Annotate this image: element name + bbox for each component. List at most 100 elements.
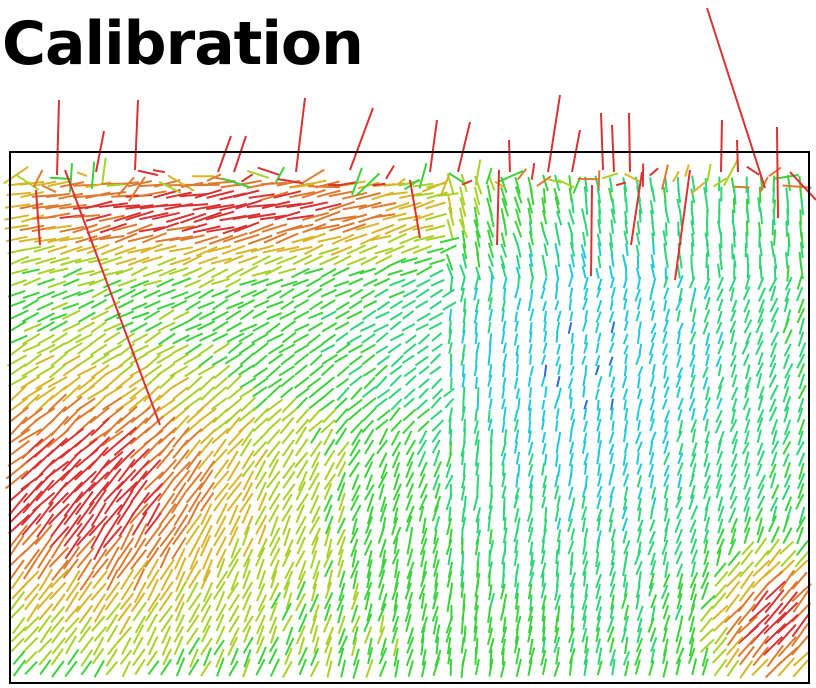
vector-mark (420, 625, 426, 644)
vector-mark (233, 221, 260, 233)
vector-mark (622, 333, 629, 345)
vector-mark (200, 386, 216, 401)
vector-mark (199, 375, 216, 391)
vector-mark (676, 506, 684, 520)
vector-mark (323, 428, 334, 446)
vector-mark (675, 636, 683, 654)
vector-mark (744, 506, 750, 523)
vector-mark (691, 343, 696, 356)
vector-mark (528, 647, 536, 664)
vector-mark (284, 561, 295, 580)
vector-mark (662, 551, 668, 566)
vector-mark (713, 562, 727, 578)
vector-mark (162, 648, 172, 666)
vector-mark (194, 188, 222, 199)
vector-mark (254, 460, 267, 481)
vector-mark (553, 396, 560, 409)
vector-mark (389, 407, 401, 422)
vector-mark (650, 322, 657, 334)
edge-vector-mark (240, 173, 254, 183)
vector-mark (90, 298, 107, 309)
vector-mark (757, 308, 765, 324)
vector-mark (10, 268, 29, 275)
vector-mark (362, 309, 377, 321)
vector-mark (390, 398, 403, 411)
vector-mark (62, 395, 83, 413)
vector-mark (515, 451, 521, 465)
vector-mark (238, 332, 254, 343)
vector-mark (527, 430, 532, 443)
vector-mark (309, 494, 320, 515)
vector-mark (473, 275, 480, 291)
vector-mark (610, 594, 615, 611)
vector-mark (7, 451, 31, 467)
vector-mark (64, 535, 82, 560)
vector-mark (488, 297, 493, 311)
vector-mark (756, 372, 763, 389)
vector-mark (37, 334, 55, 345)
vector-mark (173, 626, 185, 643)
vector-mark (104, 591, 120, 611)
vector-mark (90, 582, 107, 601)
vector-mark (691, 428, 697, 443)
vector-mark (280, 299, 295, 311)
vector-mark (554, 286, 559, 300)
vector-mark (636, 441, 643, 453)
vector-mark (554, 615, 559, 633)
vector-mark (243, 515, 254, 536)
vector-mark (145, 343, 164, 355)
vector-mark (487, 242, 495, 259)
vector-mark (648, 342, 655, 356)
vector-mark (445, 253, 454, 271)
vector-mark (712, 636, 728, 655)
vector-mark (796, 407, 804, 423)
vector-mark (595, 595, 602, 612)
vector-mark (756, 417, 764, 432)
vector-mark (623, 230, 629, 245)
vector-mark (8, 534, 25, 558)
vector-mark (676, 342, 682, 356)
vector-mark (596, 300, 603, 313)
vector-mark (182, 266, 203, 278)
vector-mark (797, 397, 805, 413)
vector-mark (336, 528, 346, 546)
vector-mark (448, 206, 455, 227)
vector-mark (407, 660, 414, 677)
vector-mark (309, 593, 320, 613)
vector-mark (76, 269, 95, 276)
vector-mark (556, 495, 561, 509)
vector-mark (337, 441, 350, 457)
vector-mark (419, 483, 428, 499)
vector-mark (435, 636, 440, 655)
vector-mark (570, 197, 575, 214)
vector-mark (448, 309, 453, 322)
vector-mark (226, 438, 244, 456)
vector-mark (295, 625, 306, 645)
vector-mark (92, 636, 105, 656)
vector-mark (256, 614, 266, 635)
vector-mark (77, 280, 96, 287)
vector-mark (180, 234, 205, 242)
vector-mark (258, 570, 267, 590)
vector-mark (730, 363, 737, 378)
vector-mark (393, 592, 399, 612)
vector-mark (703, 550, 710, 566)
vector-mark (93, 625, 108, 642)
vector-mark (596, 495, 602, 510)
vector-mark (634, 659, 641, 675)
vector-mark (225, 416, 241, 435)
vector-mark (445, 463, 452, 479)
vector-mark (364, 626, 373, 644)
vector-mark (402, 420, 416, 435)
vector-mark (582, 385, 586, 398)
vector-mark (49, 615, 65, 634)
vector-mark (85, 213, 112, 222)
vector-mark (175, 570, 186, 592)
vector-mark (157, 288, 176, 298)
vector-mark (513, 377, 519, 390)
vector-mark (281, 428, 295, 445)
vector-mark (21, 311, 40, 323)
vector-mark (624, 264, 628, 279)
vector-mark (102, 525, 123, 549)
vector-mark (554, 174, 561, 192)
